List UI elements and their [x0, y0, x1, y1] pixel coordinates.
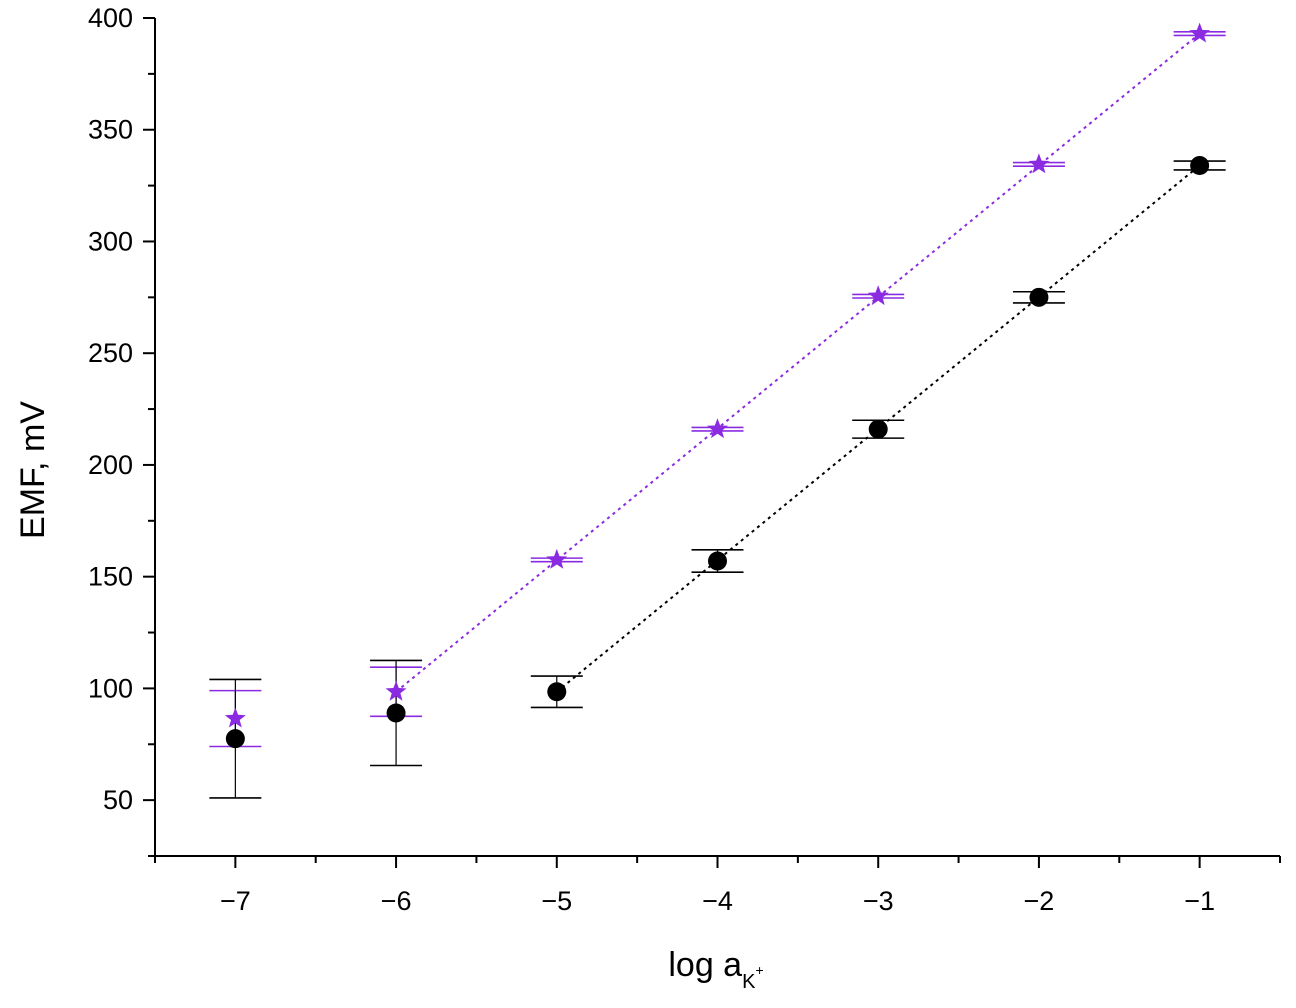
- y-tick-label: 250: [88, 338, 133, 368]
- error-bars: [209, 31, 1226, 799]
- data-point-circle: [1190, 155, 1210, 175]
- data-point-star: [385, 680, 407, 701]
- y-tick-label: 100: [88, 673, 133, 703]
- x-axis-title: log aK+: [668, 946, 763, 993]
- data-point-star: [867, 285, 889, 306]
- data-point-star: [1189, 22, 1211, 43]
- x-tick-label: −1: [1184, 886, 1215, 916]
- data-point-star: [546, 548, 568, 569]
- data-point-star: [707, 418, 728, 439]
- data-point-star: [1028, 153, 1050, 174]
- x-tick-label: −4: [702, 886, 733, 916]
- fit-line-star-series: [395, 32, 1201, 693]
- x-tick-label: −7: [220, 886, 251, 916]
- y-axis-title: EMF, mV: [14, 401, 52, 539]
- x-tick-label: −3: [863, 886, 894, 916]
- x-tick-label: −2: [1024, 886, 1055, 916]
- y-tick-label: 350: [88, 115, 133, 145]
- data-point-circle: [708, 551, 727, 571]
- y-tick-label: 200: [88, 450, 133, 480]
- data-markers: [224, 22, 1211, 749]
- data-point-circle: [547, 682, 567, 702]
- data-point-circle: [1029, 287, 1049, 307]
- x-tick-label: −6: [381, 886, 412, 916]
- fit-lines: [395, 32, 1201, 693]
- y-tick-label: 300: [88, 226, 133, 256]
- data-point-circle: [868, 419, 888, 439]
- x-tick-label: −5: [541, 886, 572, 916]
- data-point-circle: [225, 729, 245, 749]
- y-tick-label: 50: [103, 785, 133, 815]
- data-point-star: [224, 707, 246, 728]
- axes: [143, 17, 1281, 868]
- data-point-circle: [386, 703, 406, 723]
- y-tick-label: 400: [88, 3, 133, 33]
- tick-labels: 50 100 150 200 250 300 350 400 −7 −6 −5 −4 −3 −2 −1: [88, 3, 1215, 916]
- y-tick-label: 150: [88, 562, 133, 592]
